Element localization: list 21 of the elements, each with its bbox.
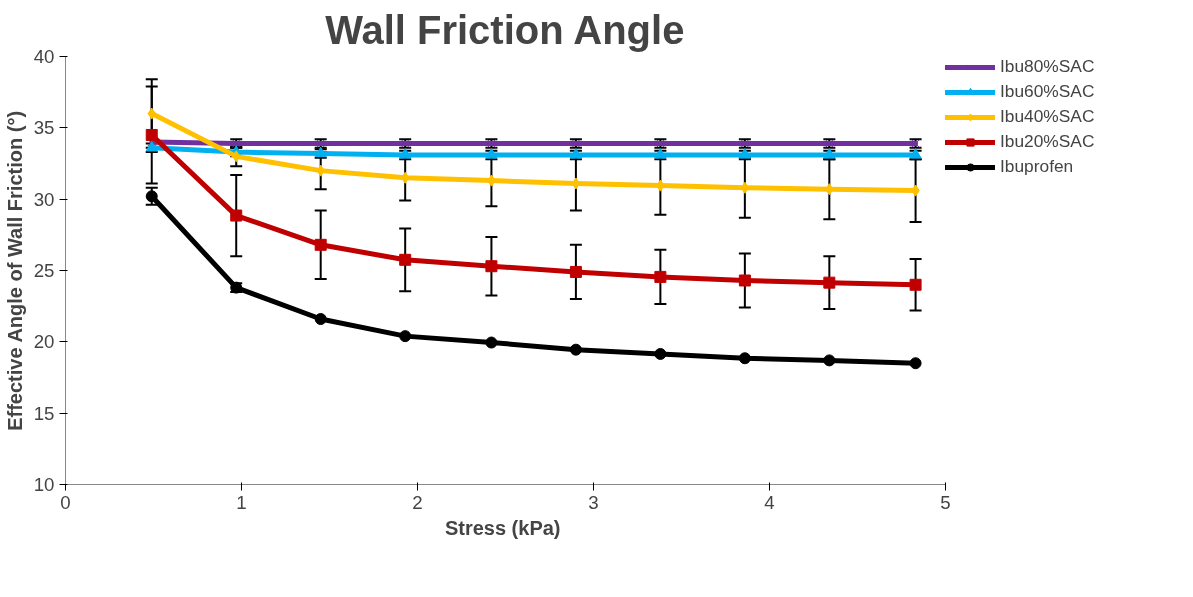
x-tick-label: 5 [940, 491, 951, 513]
x-tick-label: 2 [412, 491, 423, 513]
y-tick-label: 35 [33, 117, 55, 139]
y-tick-label: 20 [33, 331, 55, 353]
legend-label: Ibu80%SAC [1000, 56, 1095, 77]
legend-label: Ibu40%SAC [1000, 106, 1095, 127]
y-tick-label: 15 [33, 402, 55, 424]
y-tick-label: 40 [33, 46, 55, 67]
x-tick-label: 4 [764, 491, 775, 513]
y-tick-label: 25 [33, 260, 55, 281]
y-tick-label: 10 [33, 474, 55, 495]
legend-label: Ibu60%SAC [1000, 81, 1095, 102]
x-tick-label: 3 [588, 491, 599, 513]
x-tick-label: 1 [236, 491, 247, 513]
chart-title: Wall Friction Angle [325, 7, 685, 52]
legend-label: Ibuprofen [1000, 156, 1074, 177]
y-tick-label: 30 [33, 188, 55, 210]
legend-label: Ibu20%SAC [1000, 131, 1095, 152]
y-axis-title: Effective Angle of Wall Friction (°) [3, 110, 26, 431]
x-axis-title: Stress (kPa) [444, 516, 561, 539]
x-tick-label: 0 [60, 491, 71, 513]
